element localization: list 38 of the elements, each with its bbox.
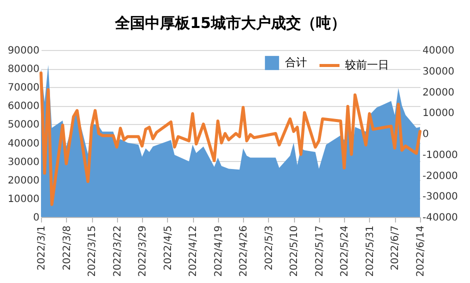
y-tick-label: 10000 [8, 194, 40, 205]
x-tick-label: 2022/6/7 [390, 226, 402, 270]
y2-tick-label: -10000 [422, 150, 458, 161]
y-tick-label: 50000 [8, 120, 40, 131]
y2-tick-label: 30000 [422, 66, 454, 78]
y-tick-label: 30000 [8, 156, 40, 168]
x-tick-label: 2022/5/3 [264, 226, 275, 270]
chart-title: 全国中厚板15城市大户成交（吨） [114, 14, 346, 32]
x-tick-label: 2022/4/12 [188, 226, 200, 277]
y-tick-label: 60000 [8, 101, 40, 112]
x-tick-label: 2022/3/8 [62, 226, 73, 270]
y-tick-label: 80000 [8, 64, 40, 76]
y2-tick-label: 40000 [422, 46, 454, 56]
x-tick-label: 2022/4/19 [213, 226, 224, 277]
y2-tick-label: 20000 [422, 87, 454, 98]
y-tick-label: 40000 [8, 138, 40, 150]
y-tick-label: 90000 [8, 46, 40, 56]
legend-label: 合计 [285, 56, 307, 69]
y2-tick-label: -40000 [422, 212, 458, 224]
x-tick-label: 2022/4/5 [162, 226, 174, 270]
x-tick-label: 2022/3/22 [112, 226, 124, 277]
x-tick-label: 2022/3/29 [138, 226, 149, 277]
y-tick-label: 70000 [8, 82, 40, 94]
x-tick-label: 2022/5/10 [289, 226, 300, 277]
x-tick-label: 2022/5/24 [340, 226, 351, 277]
legend-label: 较前一日 [345, 58, 389, 72]
y2-tick-label: 10000 [422, 108, 454, 120]
x-tick-label: 2022/5/31 [364, 226, 376, 277]
y-tick-label: 0 [33, 212, 40, 224]
x-tick-label: 2022/4/26 [238, 226, 250, 277]
y-tick-label: 20000 [8, 175, 40, 186]
x-tick-label: 2022/5/17 [314, 226, 326, 277]
x-tick-label: 2022/3/1 [36, 226, 48, 270]
x-tick-label: 2022/6/14 [416, 226, 426, 277]
y2-tick-label: -30000 [422, 192, 458, 203]
y2-tick-label: 0 [422, 129, 429, 140]
y2-tick-label: -20000 [422, 170, 458, 182]
x-tick-label: 2022/3/15 [87, 226, 98, 277]
